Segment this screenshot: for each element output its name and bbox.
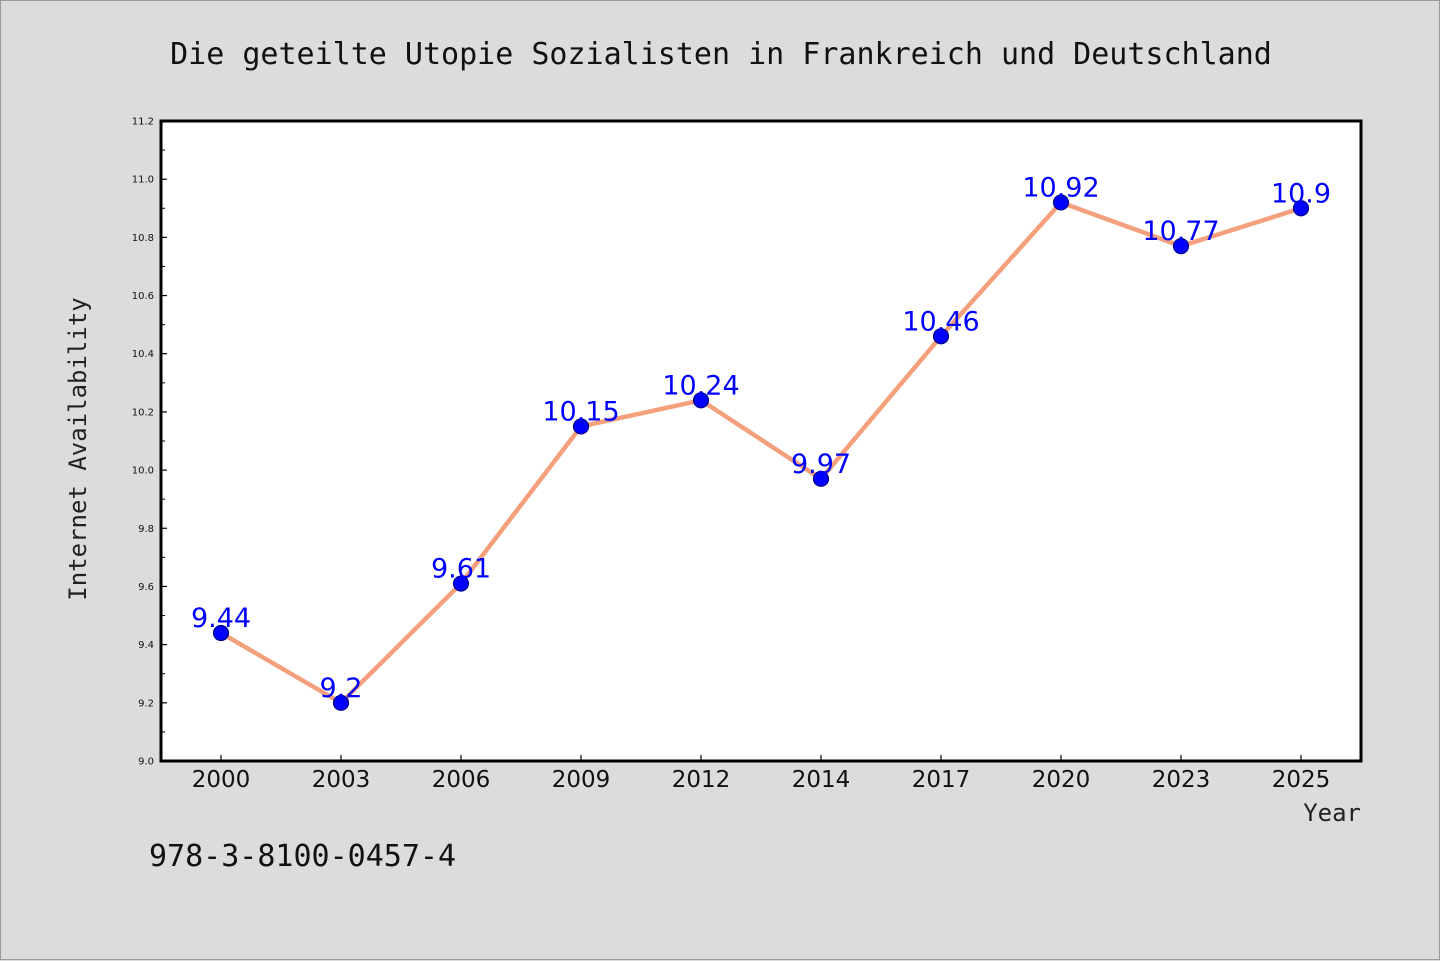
y-tick-label: 10.6 [132,291,154,302]
y-axis: 9.0 9.2 9.4 9.6 9.8 10.0 10.2 10.4 10.6 10.8 11.0 1… [132,117,167,768]
y-tick-label: 10.2 [132,407,154,418]
data-label: 10.92 [1022,172,1099,203]
x-tick-label: 2012 [672,767,731,793]
data-label: 10.9 [1271,178,1331,209]
x-tick-label: 2023 [1152,767,1211,793]
data-point [332,694,350,711]
y-tick-label: 9.2 [138,698,154,709]
data-label: 10.77 [1142,216,1219,247]
series-line-group [218,200,1304,706]
chart-title: Die geteilte Utopie Sozialisten in Frank… [170,37,1272,72]
data-point [812,470,830,487]
data-point [452,575,470,592]
data-label: 9.97 [791,449,851,480]
data-point [1052,194,1070,211]
series-line [218,200,1304,706]
data-point [1292,200,1310,217]
data-point [692,392,710,409]
x-tick-label: 2017 [912,767,971,793]
x-tick-label: 2020 [1032,767,1091,793]
y-tick-label: 10.4 [132,349,154,360]
x-axis-label: Year [1303,799,1361,827]
x-axis: 2000 2003 2006 2009 2012 2014 2017 2020 2023 2025 [192,755,1331,793]
data-label: 10.24 [662,370,739,401]
data-label: 9.2 [320,673,363,704]
data-label: 10.15 [542,396,619,427]
x-tick-label: 2000 [192,767,251,793]
data-point [572,418,590,435]
data-label: 9.44 [191,603,251,634]
y-axis-label: Internet Availability [64,297,92,600]
x-tick-label: 2014 [792,767,851,793]
y-tick-label: 11.2 [132,117,154,128]
x-tick-label: 2009 [552,767,611,793]
x-tick-label: 2003 [312,767,371,793]
data-point [212,624,230,642]
y-tick-label: 9.4 [138,640,154,651]
footnote-isbn: 978-3-8100-0457-4 [149,839,456,874]
y-tick-label: 11.0 [132,175,154,186]
data-label: 9.61 [431,554,491,585]
data-point [1172,237,1190,255]
y-tick-label: 10.8 [132,233,154,244]
series-labels-group: 9.44 9.2 9.61 10.15 10.24 9.97 10.46 10.92 10.77… [191,172,1331,703]
x-tick-label: 2025 [1272,767,1331,793]
series-points-group [212,194,1310,711]
x-tick-label: 2006 [432,767,491,793]
data-point [932,328,950,345]
y-tick-label: 9.8 [138,524,154,535]
y-tick-label: 10.0 [132,466,154,477]
y-tick-label: 9.6 [138,582,154,593]
data-label: 10.46 [902,306,979,337]
y-tick-label: 9.0 [138,757,154,768]
